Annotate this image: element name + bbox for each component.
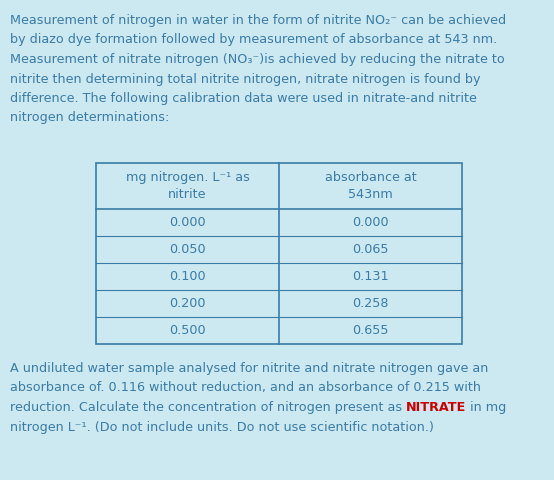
Text: by diazo dye formation followed by measurement of absorbance at 543 nm.: by diazo dye formation followed by measu… <box>10 34 497 47</box>
Text: 0.500: 0.500 <box>169 324 206 337</box>
Text: nitrite then determining total nitrite nitrogen, nitrate nitrogen is found by: nitrite then determining total nitrite n… <box>10 72 480 85</box>
Text: absorbance at
543nm: absorbance at 543nm <box>325 171 417 201</box>
Text: absorbance of. 0.116 without reduction, and an absorbance of 0.215 with: absorbance of. 0.116 without reduction, … <box>10 382 481 395</box>
Text: NITRATE: NITRATE <box>406 401 466 414</box>
Text: 0.000: 0.000 <box>169 216 206 229</box>
Text: A undiluted water sample analysed for nitrite and nitrate nitrogen gave an: A undiluted water sample analysed for ni… <box>10 362 489 375</box>
Text: mg nitrogen. L⁻¹ as
nitrite: mg nitrogen. L⁻¹ as nitrite <box>126 171 249 201</box>
Text: Measurement of nitrogen in water in the form of nitrite NO₂⁻ can be achieved: Measurement of nitrogen in water in the … <box>10 14 506 27</box>
Text: Measurement of nitrate nitrogen (NO₃⁻)is achieved by reducing the nitrate to: Measurement of nitrate nitrogen (NO₃⁻)is… <box>10 53 505 66</box>
Text: in mg: in mg <box>466 401 506 414</box>
Text: nitrogen L⁻¹. (Do not include units. Do not use scientific notation.): nitrogen L⁻¹. (Do not include units. Do … <box>10 420 434 433</box>
Bar <box>96 163 462 344</box>
Text: difference. The following calibration data were used in nitrate-and nitrite: difference. The following calibration da… <box>10 92 477 105</box>
Text: 0.655: 0.655 <box>352 324 389 337</box>
Text: 0.200: 0.200 <box>170 297 206 310</box>
Text: 0.258: 0.258 <box>352 297 389 310</box>
Text: reduction. Calculate the concentration of nitrogen present as: reduction. Calculate the concentration o… <box>10 401 406 414</box>
Text: 0.050: 0.050 <box>169 243 206 256</box>
Text: 0.000: 0.000 <box>352 216 389 229</box>
Text: 0.131: 0.131 <box>352 270 389 283</box>
Text: 0.100: 0.100 <box>169 270 206 283</box>
Text: nitrogen determinations:: nitrogen determinations: <box>10 111 170 124</box>
Text: 0.065: 0.065 <box>352 243 389 256</box>
